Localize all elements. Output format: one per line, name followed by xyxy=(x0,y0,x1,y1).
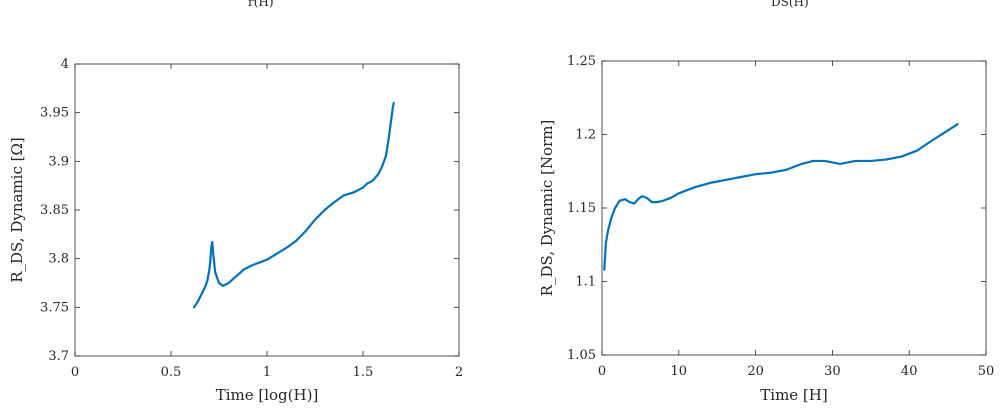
chart-right-x-tick-label: 0 xyxy=(598,364,606,379)
chart-right-x-tick-label: 30 xyxy=(824,364,841,379)
chart-right-x-axis-label: Time [H] xyxy=(760,386,827,404)
chart-right-series-line xyxy=(603,123,959,271)
chart-left-y-tick-label: 3.75 xyxy=(40,300,69,315)
chart-left-y-tick-label: 3.7 xyxy=(48,349,69,364)
chart-right: 0 10 20 30 40 50 1.051.11.151.21.25 Time [H] … xyxy=(538,54,994,404)
chart-right-x-tick-label: 40 xyxy=(901,364,918,379)
chart-left-y-tick-label: 3.8 xyxy=(48,252,69,267)
chart-left-y-axis-label: R_DS, Dynamic [Ω] xyxy=(8,137,26,283)
chart-right-plot-frame xyxy=(601,60,987,356)
chart-right-x-axis: 0 10 20 30 40 50 xyxy=(598,61,994,379)
chart-right-x-tick-label: 20 xyxy=(747,364,764,379)
chart-left: 0 0.5 1 1.5 2 3.7 3.75 3.8 3.85 3.9 3.95 4 Time [l… xyxy=(8,57,463,404)
chart-right-x-tick-label: 10 xyxy=(671,364,688,379)
chart-left-x-axis: 0 0.5 1 1.5 2 xyxy=(71,64,463,380)
chart-left-x-axis-label: Time [log(H)] xyxy=(216,386,319,404)
chart-right-x-tick-label: 50 xyxy=(978,364,995,379)
chart-right-y-tick-label: 1.2 xyxy=(575,128,596,143)
top-fragment-right: DS(H) xyxy=(771,0,809,9)
chart-left-y-axis: 3.7 3.75 3.8 3.85 3.9 3.95 4 xyxy=(40,57,459,364)
chart-left-x-tick-label: 1.5 xyxy=(353,365,374,380)
chart-left-x-tick-label: 1 xyxy=(263,365,271,380)
chart-right-y-tick-label: 1.05 xyxy=(567,348,596,363)
chart-left-y-tick-label: 3.9 xyxy=(48,154,69,169)
chart-left-x-tick-label: 2 xyxy=(455,365,463,380)
chart-right-y-tick-label: 1.15 xyxy=(567,201,596,216)
chart-left-plot-frame xyxy=(74,63,460,357)
top-fragment-left: r(H) xyxy=(248,0,274,9)
chart-left-series-line xyxy=(192,101,395,309)
chart-right-y-tick-label: 1.1 xyxy=(575,275,596,290)
chart-left-y-tick-label: 3.95 xyxy=(40,106,69,121)
chart-right-y-axis-label: R_DS, Dynamic [Norm] xyxy=(538,120,556,297)
chart-left-y-tick-label: 3.85 xyxy=(40,203,69,218)
chart-right-y-tick-label: 1.25 xyxy=(567,54,596,69)
chart-right-y-axis: 1.05 1.1 1.15 1.2 1.25 xyxy=(567,54,986,363)
chart-left-x-tick-label: 0 xyxy=(71,365,79,380)
chart-left-x-tick-label: 0.5 xyxy=(161,365,182,380)
chart-left-y-tick-label: 4 xyxy=(61,57,69,72)
